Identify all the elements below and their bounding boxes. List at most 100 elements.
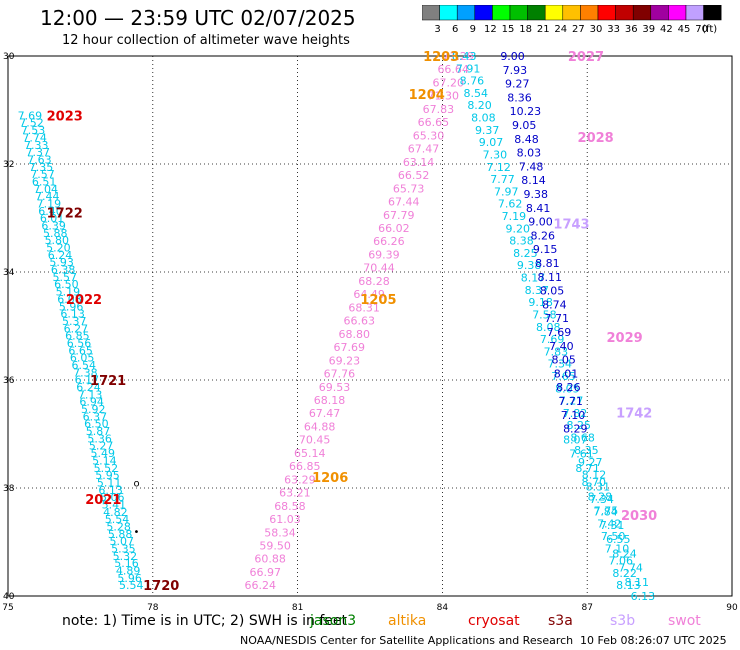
wave-height-value: 5.19	[56, 286, 80, 299]
wave-height-value: 6.24	[48, 249, 73, 262]
lat-tick-label: 30	[3, 52, 15, 62]
wave-height-value: 66.02	[378, 222, 410, 235]
wave-height-value: 61.03	[269, 513, 301, 526]
wave-height-value: 63.14	[403, 156, 435, 169]
wave-height-value: 9.38	[524, 188, 549, 201]
pass-time-label: 2021	[85, 493, 121, 508]
lat-tick-label: 32	[3, 160, 14, 170]
wave-height-value: 8.54	[464, 87, 489, 100]
wave-height-value: 66.52	[398, 169, 430, 182]
wave-height-value: 7.37	[26, 146, 51, 159]
wave-height-value: 8.74	[542, 298, 567, 311]
wave-height-value: 6.01	[40, 212, 65, 225]
wave-height-value: 5.96	[59, 300, 84, 313]
wave-height-value: 8.68	[570, 432, 595, 445]
wave-height-value: 7.62	[498, 198, 523, 211]
wave-height-value: 66.24	[245, 579, 276, 592]
wave-height-value: 6.39	[41, 220, 66, 233]
wave-height-value: 7.91	[456, 62, 481, 75]
wave-height-value: 7.10	[561, 409, 586, 422]
wave-height-value: 68.18	[314, 394, 346, 407]
wave-height-value: 67.79	[383, 209, 415, 222]
wave-height-value: 8.12	[582, 468, 607, 481]
wave-height-value: 7.69	[540, 333, 565, 346]
wave-height-value: 7.58	[532, 308, 557, 321]
wave-height-value: 8.11	[624, 576, 649, 589]
wave-height-value: 8.03	[517, 147, 542, 160]
lat-tick-label: 34	[3, 268, 15, 278]
pass-time-label: 1742	[616, 406, 652, 421]
wave-height-value: 6.05	[70, 352, 95, 365]
wave-height-value: 5.16	[114, 557, 139, 570]
wave-height-value: 5.20	[46, 242, 70, 255]
wave-height-value: 64.88	[304, 420, 336, 433]
legend-label: 45	[678, 24, 691, 35]
wave-height-value: 63.21	[279, 487, 311, 500]
wave-height-value: 6.55	[606, 533, 631, 546]
pass-time-label: 1721	[90, 374, 126, 389]
credit-line: NOAA/NESDIS Center for Satellite Applica…	[240, 634, 574, 647]
wave-height-value: 6.24	[76, 381, 101, 394]
lat-tick-label: 40	[3, 592, 15, 602]
lon-tick-label: 90	[726, 603, 738, 613]
wave-height-value: 5.49	[91, 447, 116, 460]
pass-time-label: 2022	[66, 293, 102, 308]
wave-height-value: 9.27	[505, 78, 530, 91]
wave-height-value: 8.76	[460, 75, 485, 88]
wave-height-value: 66.65	[418, 116, 450, 129]
wave-height-value: 4.82	[103, 506, 128, 519]
wave-height-value: 6.56	[67, 337, 92, 350]
wave-height-value: 9.05	[512, 119, 537, 132]
wave-height-value: 8.11	[538, 271, 563, 284]
wave-height-value: 5.37	[62, 315, 87, 328]
lon-tick-label: 84	[437, 603, 449, 613]
pass-time-label: 2027	[568, 50, 604, 65]
wave-height-value: 7.27	[559, 395, 584, 408]
wave-height-value: 5.32	[113, 550, 138, 563]
wave-height-value: 7.61	[569, 448, 594, 461]
wave-height-value: 8.07	[563, 433, 588, 446]
pass-time-label: 1204	[409, 88, 445, 103]
wave-height-value: 9.07	[479, 136, 504, 149]
wave-height-value: 8.37	[525, 284, 550, 297]
wave-height-value: 6.51	[32, 175, 56, 188]
generation-timestamp: 10 Feb 08:26:07 UTC 2025	[580, 634, 727, 647]
wave-height-value: 7.34	[589, 493, 614, 506]
wave-height-value: 9.00	[500, 50, 525, 63]
wave-height-value: 5.06	[100, 491, 125, 504]
wave-height-value: 70.45	[299, 434, 331, 447]
wave-height-value: 8.35	[574, 444, 599, 457]
legend-unit: (ft)	[702, 24, 717, 35]
satellite-label-s3b: s3b	[610, 613, 636, 629]
wave-height-value: 6.65	[68, 344, 93, 357]
wave-height-value: 7.40	[549, 340, 574, 353]
wave-height-value: 8.05	[551, 354, 576, 367]
wave-height-value: 9.37	[475, 124, 500, 137]
wave-height-value: 60.88	[254, 553, 286, 566]
wave-height-value: 7.34	[547, 358, 572, 371]
wave-height-value: 7.31	[600, 519, 625, 532]
wave-height-value: 7.48	[519, 160, 544, 173]
legend-label: 18	[519, 24, 532, 35]
wave-height-value: 6.27	[64, 322, 89, 335]
wave-height-value: 7.93	[503, 64, 527, 77]
wave-height-value: 68.31	[348, 301, 380, 314]
wave-height-value: 7.83	[544, 345, 569, 358]
wave-height-value: 7.53	[21, 124, 45, 137]
legend-label: 30	[590, 24, 603, 35]
wave-height-value: 7.35	[29, 161, 54, 174]
wave-height-value: 66.64	[437, 63, 469, 76]
legend-label: 39	[642, 24, 655, 35]
wave-height-value: 7.50	[601, 530, 626, 543]
wave-height-value: 5.96	[117, 572, 142, 585]
pass-time-label: 1206	[312, 471, 348, 486]
map-marker: •	[133, 527, 139, 538]
map-marker: o	[133, 479, 139, 490]
pass-time-label: 1720	[143, 579, 179, 594]
legend-label: 27	[572, 24, 585, 35]
wave-height-value: 5.93	[49, 256, 74, 269]
wave-height-legend: 3 6 9 12 15 18 21 24 27 30 33 36 39 42 45 70(ft)	[422, 5, 722, 35]
wave-height-value: 58.34	[264, 526, 296, 539]
wave-height-value: 4.89	[116, 565, 140, 578]
pass-time-label: 2023	[47, 109, 83, 124]
